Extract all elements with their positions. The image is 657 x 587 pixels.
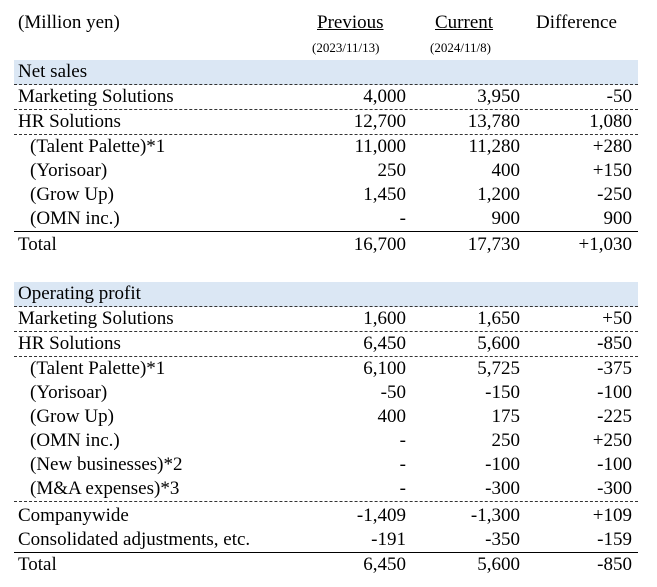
table-row: Marketing Solutions 4,000 3,950 -50 bbox=[14, 85, 638, 110]
operating-profit-total-row: Total 6,450 5,600 -850 bbox=[18, 554, 632, 575]
table-row: (OMN inc.) - 250 +250 bbox=[30, 430, 632, 451]
table-row: (Grow Up) 400 175 -225 bbox=[30, 406, 632, 427]
column-previous-date: (2023/11/13) bbox=[312, 40, 380, 55]
table-row: (Yorisoar) 250 400 +150 bbox=[30, 160, 632, 181]
column-current: Current bbox=[435, 12, 494, 33]
table-header: (Million yen) Previous (2023/11/13) Curr… bbox=[0, 0, 657, 60]
table-row: (New businesses)*2 - -100 -100 bbox=[30, 454, 632, 475]
operating-profit-section-title: Operating profit bbox=[14, 282, 638, 307]
table-row: Marketing Solutions 1,600 1,650 +50 bbox=[14, 307, 638, 332]
table-row: Consolidated adjustments, etc. -191 -350… bbox=[14, 528, 638, 553]
table-row: (OMN inc.) - 900 900 bbox=[14, 207, 638, 232]
table-row: HR Solutions 12,700 13,780 1,080 bbox=[14, 110, 638, 135]
table-row: (Talent Palette)*1 6,100 5,725 -375 bbox=[30, 358, 632, 379]
table-row: (Grow Up) 1,450 1,200 -250 bbox=[30, 184, 632, 205]
table-row: (M&A expenses)*3 - -300 -300 bbox=[14, 477, 638, 502]
table-row: (Talent Palette)*1 11,000 11,280 +280 bbox=[30, 136, 632, 157]
column-difference: Difference bbox=[536, 12, 617, 33]
net-sales-total-row: Total 16,700 17,730 +1,030 bbox=[18, 234, 632, 255]
column-previous: Previous bbox=[317, 12, 384, 33]
table-row: Companywide -1,409 -1,300 +109 bbox=[18, 505, 632, 526]
column-current-date: (2024/11/8) bbox=[430, 40, 491, 55]
net-sales-section-title: Net sales bbox=[14, 60, 638, 85]
table-row: (Yorisoar) -50 -150 -100 bbox=[30, 382, 632, 403]
table-row: HR Solutions 6,450 5,600 -850 bbox=[14, 332, 638, 357]
unit-label: (Million yen) bbox=[18, 12, 120, 33]
